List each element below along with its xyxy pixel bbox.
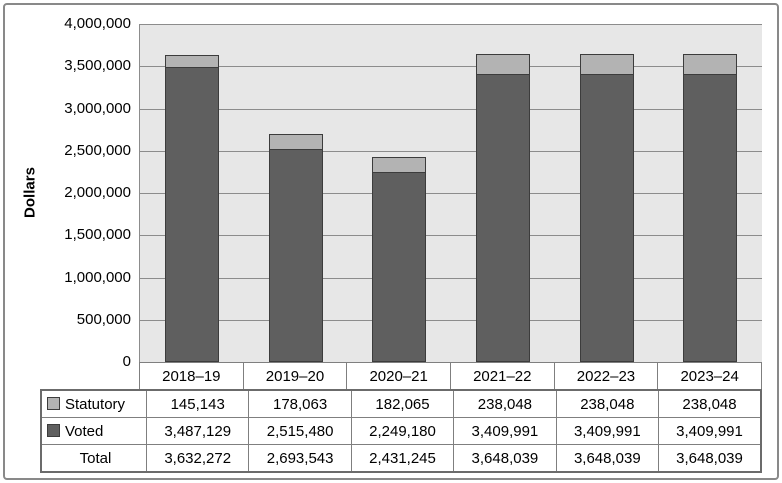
bar-segment-statutory-2021–22	[476, 54, 530, 74]
table-cell: 3,409,991	[453, 417, 557, 445]
y-axis-tick-label: 3,500,000	[64, 57, 131, 75]
bar-2022–23	[580, 54, 634, 362]
bar-segment-voted-2018–19	[165, 67, 219, 362]
y-axis-tick-label: 0	[122, 353, 131, 370]
bar-segment-statutory-2019–20	[269, 134, 323, 149]
y-axis-tick-label: 500,000	[76, 310, 131, 328]
gridline	[140, 278, 762, 279]
table-cell: 238,048	[658, 389, 762, 418]
x-axis-category-row: 2018–19 2019–20 2020–21 2021–22 2022–23 2023–…	[139, 362, 762, 390]
bar-2019–20	[269, 134, 323, 362]
x-axis-category-label: 2023–24	[657, 362, 762, 390]
bar-segment-statutory-2018–19	[165, 55, 219, 67]
gridline	[140, 151, 762, 152]
table-row-statutory: Statutory 145,143 178,063 182,065 238,048 238…	[40, 389, 762, 418]
bar-segment-voted-2020–21	[372, 172, 426, 362]
table-cell: 2,693,543	[248, 444, 352, 473]
y-axis-tick-label: 3,000,000	[64, 99, 131, 117]
gridline	[140, 235, 762, 236]
table-cell: 2,515,480	[248, 417, 352, 445]
table-cell: 3,632,272	[145, 444, 250, 473]
y-axis-tick-label: 2,500,000	[64, 141, 131, 159]
gridline	[140, 66, 762, 67]
table-cell: 145,143	[145, 389, 250, 418]
table-cell: 2,431,245	[350, 444, 455, 473]
gridline	[140, 320, 762, 321]
x-axis-category-label: 2021–22	[449, 362, 555, 390]
table-cell: 3,648,039	[658, 444, 762, 473]
y-axis-tick-label: 2,000,000	[64, 184, 131, 201]
gridline	[140, 109, 762, 110]
bar-2018–19	[165, 55, 219, 362]
x-axis-category-label: 2018–19	[139, 362, 244, 390]
bar-2021–22	[476, 54, 530, 362]
gridline	[140, 24, 762, 25]
legend-statutory-icon	[47, 396, 60, 410]
table-cell: 178,063	[248, 389, 352, 418]
y-axis-tick-label: 1,500,000	[64, 226, 131, 244]
table-cell: 182,065	[350, 389, 455, 418]
bar-segment-voted-2021–22	[476, 74, 530, 362]
table-cell: 3,409,991	[555, 417, 660, 445]
bar-2020–21	[372, 157, 426, 362]
table-cell: 3,648,039	[453, 444, 557, 473]
table-row-label-total: Total	[40, 444, 147, 473]
chart-border-frame	[3, 3, 779, 480]
table-cell: 238,048	[555, 389, 660, 418]
bar-2023–24	[683, 54, 737, 362]
plot-area	[139, 24, 762, 363]
table-cell: 3,409,991	[658, 417, 762, 445]
table-row-label-statutory: Statutory	[40, 389, 147, 418]
bar-segment-voted-2022–23	[580, 74, 634, 362]
legend-voted-icon	[47, 423, 60, 437]
gridline	[140, 193, 762, 194]
x-axis-category-label: 2022–23	[553, 362, 659, 390]
x-axis-category-label: 2019–20	[242, 362, 348, 390]
table-cell: 3,487,129	[145, 417, 250, 445]
y-axis-tick-label: 4,000,000	[64, 15, 131, 32]
bar-segment-statutory-2020–21	[372, 157, 426, 172]
table-row-total: Total 3,632,272 2,693,543 2,431,245 3,648,03…	[40, 444, 762, 473]
table-cell: 3,648,039	[555, 444, 660, 473]
bar-segment-voted-2019–20	[269, 149, 323, 362]
table-row-label-voted: Voted	[40, 417, 147, 445]
bar-segment-voted-2023–24	[683, 74, 737, 362]
table-cell: 2,249,180	[350, 417, 455, 445]
table-row-voted: Voted 3,487,129 2,515,480 2,249,180 3,409,99…	[40, 417, 762, 445]
x-axis-category-label: 2020–21	[346, 362, 451, 390]
bar-segment-statutory-2023–24	[683, 54, 737, 74]
y-axis-tick-label: 1,000,000	[64, 268, 131, 286]
data-table: Statutory 145,143 178,063 182,065 238,048 238…	[40, 389, 762, 473]
table-cell: 238,048	[453, 389, 557, 418]
bar-segment-statutory-2022–23	[580, 54, 634, 74]
